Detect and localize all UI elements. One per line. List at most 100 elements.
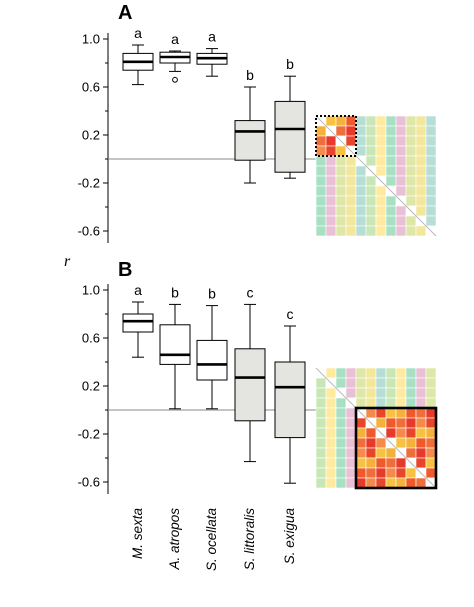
inset-cell bbox=[385, 367, 397, 379]
inset-cell bbox=[425, 397, 437, 409]
inset-cell bbox=[355, 195, 367, 207]
y-tick-label: 0.2 bbox=[82, 379, 100, 394]
inset-cell bbox=[415, 447, 427, 459]
species-label: S. ocellata bbox=[204, 508, 219, 572]
inset-cell bbox=[365, 145, 377, 157]
inset-cell bbox=[315, 377, 327, 389]
inset-cell bbox=[415, 407, 427, 419]
y-axis-label: r bbox=[64, 253, 71, 270]
inset-cell bbox=[425, 195, 437, 207]
outlier-point bbox=[172, 76, 178, 83]
inset-cell bbox=[365, 115, 377, 127]
inset-cell bbox=[335, 377, 347, 389]
inset-cell bbox=[415, 185, 427, 197]
inset-cell bbox=[385, 215, 397, 227]
inset-cell bbox=[375, 145, 387, 157]
inset-cell bbox=[415, 377, 427, 389]
inset-cell bbox=[365, 447, 377, 459]
inset-cell bbox=[325, 417, 337, 429]
inset-cell bbox=[325, 427, 337, 439]
inset-cell bbox=[385, 407, 397, 419]
inset-cell bbox=[315, 125, 327, 137]
inset-cell bbox=[375, 447, 387, 459]
inset-cell bbox=[345, 477, 357, 489]
inset-cell bbox=[415, 367, 427, 379]
inset-cell bbox=[425, 145, 437, 157]
group-letter: a bbox=[134, 25, 142, 41]
inset-cell bbox=[405, 397, 417, 409]
inset-cell bbox=[365, 477, 377, 489]
inset-cell bbox=[385, 145, 397, 157]
inset-cell bbox=[365, 215, 377, 227]
inset-cell bbox=[405, 467, 417, 479]
inset-cell bbox=[415, 115, 427, 127]
inset-cell bbox=[385, 397, 397, 409]
inset-cell bbox=[405, 417, 417, 429]
inset-cell bbox=[315, 477, 327, 489]
inset-cell bbox=[375, 477, 387, 489]
box-s--littoralis: c bbox=[234, 284, 266, 463]
inset-cell bbox=[395, 215, 407, 227]
inset-cell bbox=[335, 417, 347, 429]
inset-cell bbox=[395, 205, 407, 217]
inset-cell bbox=[425, 175, 437, 187]
inset-cell bbox=[355, 145, 367, 157]
inset-cell bbox=[425, 407, 437, 419]
inset-cell bbox=[315, 387, 327, 399]
inset-cell bbox=[355, 205, 367, 217]
inset-cell bbox=[415, 135, 427, 147]
group-letter: c bbox=[247, 284, 254, 300]
inset-cell bbox=[405, 125, 417, 137]
inset-cell bbox=[395, 377, 407, 389]
inset-cell bbox=[355, 387, 367, 399]
inset-cell bbox=[335, 195, 347, 207]
box-m--sexta: a bbox=[122, 25, 154, 86]
inset-cell bbox=[315, 205, 327, 217]
inset-cell bbox=[405, 225, 417, 237]
y-tick-label: 1.0 bbox=[82, 283, 100, 298]
inset-cell bbox=[385, 387, 397, 399]
inset-cell bbox=[325, 215, 337, 227]
inset-cell bbox=[385, 457, 397, 469]
inset-cell bbox=[375, 367, 387, 379]
inset-cell bbox=[385, 377, 397, 389]
inset-cell bbox=[375, 437, 387, 449]
inset-cell bbox=[325, 145, 337, 157]
inset-cell bbox=[365, 175, 377, 187]
inset-cell bbox=[385, 175, 397, 187]
inset-cell bbox=[395, 477, 407, 489]
inset-cell bbox=[345, 195, 357, 207]
box-iqr bbox=[274, 100, 306, 173]
inset-cell bbox=[385, 125, 397, 137]
inset-cell bbox=[425, 205, 437, 217]
inset-cell bbox=[335, 115, 347, 127]
inset-cell bbox=[365, 457, 377, 469]
inset-cell bbox=[425, 437, 437, 449]
inset-cell bbox=[355, 225, 367, 237]
inset-cell bbox=[385, 165, 397, 177]
inset-cell bbox=[335, 407, 347, 419]
inset-cell bbox=[375, 165, 387, 177]
inset-cell bbox=[315, 135, 327, 147]
group-letter: a bbox=[208, 29, 216, 45]
inset-cell bbox=[345, 377, 357, 389]
inset-cell bbox=[405, 165, 417, 177]
inset-cell bbox=[415, 397, 427, 409]
inset-cell bbox=[325, 457, 337, 469]
inset-cell bbox=[375, 377, 387, 389]
box-s--exigua: c bbox=[274, 306, 306, 484]
inset-cell bbox=[405, 115, 417, 127]
inset-cell bbox=[395, 387, 407, 399]
inset-cell bbox=[355, 125, 367, 137]
inset-cell bbox=[335, 367, 347, 379]
inset-cell bbox=[345, 387, 357, 399]
inset-cell bbox=[325, 175, 337, 187]
inset-cell bbox=[375, 205, 387, 217]
inset-cell bbox=[365, 467, 377, 479]
panel-label: A bbox=[118, 2, 132, 24]
group-letter: b bbox=[171, 284, 179, 300]
inset-cell bbox=[415, 225, 427, 237]
inset-cell bbox=[395, 397, 407, 409]
inset-cell bbox=[345, 447, 357, 459]
inset-cell bbox=[335, 427, 347, 439]
